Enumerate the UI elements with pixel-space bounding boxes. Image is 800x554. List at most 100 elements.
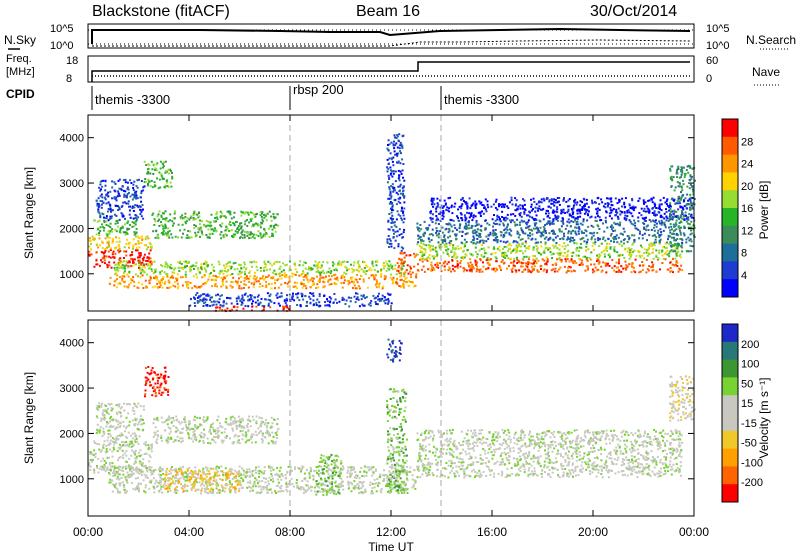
data-cell xyxy=(534,206,537,209)
data-cell xyxy=(590,251,593,254)
data-cell xyxy=(506,217,509,220)
data-cell xyxy=(148,454,151,457)
data-cell xyxy=(675,170,678,173)
data-cell xyxy=(627,235,630,238)
data-cell xyxy=(653,241,656,244)
data-cell xyxy=(164,225,167,227)
data-cell xyxy=(109,462,111,465)
data-cell xyxy=(124,465,127,468)
data-cell xyxy=(185,283,188,286)
data-cell xyxy=(554,262,557,265)
data-cell xyxy=(422,240,425,243)
data-cell xyxy=(540,201,543,204)
nsky-tick-bottom: 10^0 xyxy=(50,40,74,52)
data-cell xyxy=(151,186,154,189)
data-cell xyxy=(241,302,244,305)
data-cell xyxy=(101,465,104,468)
data-cell xyxy=(101,257,104,260)
data-cell xyxy=(514,214,517,217)
data-cell xyxy=(672,244,675,247)
data-cell xyxy=(158,286,161,288)
data-cell xyxy=(400,233,403,235)
data-cell xyxy=(454,227,457,230)
data-cell xyxy=(503,254,506,257)
data-cell xyxy=(157,386,160,389)
data-cell xyxy=(380,270,382,272)
data-cell xyxy=(172,217,175,220)
data-cell xyxy=(554,201,557,204)
data-cell xyxy=(672,223,675,226)
data-cell xyxy=(164,382,167,385)
data-cell xyxy=(651,269,654,272)
data-cell xyxy=(456,255,459,258)
data-cell xyxy=(109,249,112,251)
data-cell xyxy=(469,261,472,264)
data-cell xyxy=(142,419,144,421)
data-cell xyxy=(620,265,623,268)
data-cell xyxy=(162,391,165,394)
data-cell xyxy=(117,459,119,462)
data-cell xyxy=(260,270,263,272)
data-cell xyxy=(189,230,192,233)
data-cell xyxy=(315,287,318,289)
data-cell xyxy=(456,265,459,268)
data-cell xyxy=(271,271,274,274)
data-cell xyxy=(98,219,101,222)
data-cell xyxy=(269,225,272,228)
data-cell xyxy=(353,284,356,287)
data-cell xyxy=(294,285,297,288)
data-cell xyxy=(391,207,394,209)
data-cell xyxy=(362,295,365,298)
data-cell xyxy=(127,466,130,469)
data-cell xyxy=(511,219,513,222)
data-cell xyxy=(294,268,297,271)
data-cell xyxy=(480,229,483,232)
data-cell xyxy=(177,285,180,288)
data-cell xyxy=(121,267,124,270)
data-cell xyxy=(467,224,470,227)
data-cell xyxy=(225,302,228,305)
data-cell xyxy=(566,224,569,227)
data-cell xyxy=(669,250,672,253)
data-cell xyxy=(618,198,620,201)
data-cell xyxy=(398,228,401,231)
data-cell xyxy=(209,221,212,224)
data-cell xyxy=(670,249,673,252)
data-cell xyxy=(692,224,695,227)
data-cell xyxy=(430,261,433,264)
data-cell xyxy=(251,217,254,220)
data-cell xyxy=(313,264,316,267)
data-cell xyxy=(137,178,140,181)
data-cell xyxy=(199,226,202,229)
data-cell xyxy=(621,197,624,200)
data-cell xyxy=(521,265,524,268)
data-cell xyxy=(651,212,654,214)
data-cell xyxy=(141,268,144,271)
data-cell xyxy=(462,199,465,202)
data-cell xyxy=(470,264,473,267)
data-cell xyxy=(260,212,263,215)
data-cell xyxy=(275,294,278,297)
data-cell xyxy=(301,295,304,298)
data-cell xyxy=(592,271,594,274)
data-cell xyxy=(365,296,368,299)
data-cell xyxy=(517,232,520,235)
data-cell xyxy=(127,202,130,205)
data-cell xyxy=(309,268,312,271)
data-cell xyxy=(567,218,570,221)
data-cell xyxy=(430,233,433,235)
data-cell xyxy=(114,269,117,271)
data-cell xyxy=(146,235,149,238)
data-cell xyxy=(550,199,553,202)
data-cell xyxy=(170,267,173,270)
data-cell xyxy=(378,298,381,301)
data-cell xyxy=(108,425,111,428)
data-cell xyxy=(673,199,675,202)
data-cell xyxy=(435,210,438,213)
data-cell xyxy=(447,223,450,226)
data-cell xyxy=(212,269,215,272)
data-cell xyxy=(570,214,573,217)
data-cell xyxy=(465,269,468,272)
data-cell xyxy=(478,249,481,252)
data-cell xyxy=(288,280,291,283)
